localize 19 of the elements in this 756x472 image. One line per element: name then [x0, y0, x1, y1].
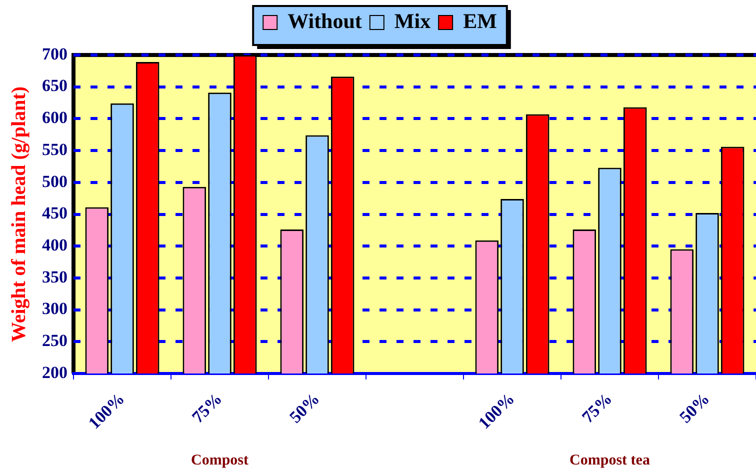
y-tick-label: 200: [42, 362, 68, 382]
legend-label: EM: [463, 8, 498, 33]
y-tick-label: 650: [42, 76, 68, 96]
y-tick-label: 600: [42, 108, 68, 128]
y-tick-label: 250: [42, 331, 68, 350]
y-tick-label: 700: [42, 44, 68, 64]
legend-label: Mix: [394, 8, 432, 33]
x-tick-label: 75%: [188, 389, 226, 427]
y-tick-label: 350: [42, 267, 68, 286]
x-tick-label: 75%: [578, 389, 616, 427]
y-tick-label: 400: [42, 236, 68, 255]
y-tick-label: 300: [42, 299, 68, 318]
y-tick-label: 450: [42, 204, 68, 223]
legend-label: Without: [288, 8, 362, 33]
text: Compost tea: [570, 452, 650, 468]
y-axis-title: Weight of main head (g/plant): [8, 86, 30, 342]
text: Compost: [190, 452, 249, 468]
y-tick-label: 550: [42, 140, 68, 159]
y-tick-label: 500: [42, 172, 68, 191]
